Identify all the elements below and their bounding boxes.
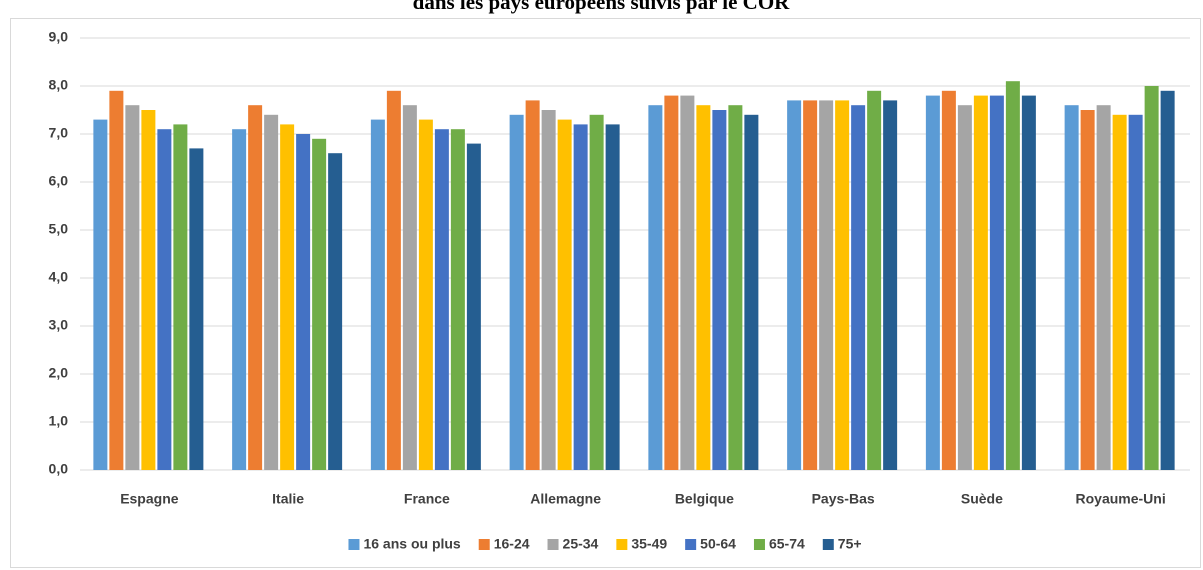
- bar: [883, 100, 898, 471]
- bar: [125, 105, 140, 470]
- y-tick-label: 6,0: [49, 173, 69, 189]
- legend-swatch: [753, 539, 765, 550]
- y-tick-label: 1,0: [49, 413, 69, 429]
- y-tick-label: 2,0: [49, 365, 69, 381]
- bar: [680, 95, 695, 470]
- x-tick-label: Allemagne: [530, 491, 601, 507]
- legend-label: 16-24: [494, 536, 530, 552]
- bar: [989, 95, 1004, 470]
- bar: [450, 129, 465, 470]
- bar: [1064, 105, 1079, 470]
- legend-label: 25-34: [563, 536, 599, 552]
- bar: [744, 114, 759, 471]
- bar: [1021, 95, 1036, 470]
- bar: [787, 100, 802, 471]
- bar: [696, 105, 711, 470]
- x-tick-label: Suède: [961, 491, 1003, 507]
- bar: [925, 95, 940, 470]
- bar: [1112, 114, 1127, 471]
- bar: [573, 124, 588, 471]
- legend-label: 35-49: [631, 536, 667, 552]
- bar: [264, 114, 279, 471]
- bar: [1005, 81, 1020, 470]
- bar: [386, 90, 401, 471]
- legend-label: 75+: [838, 536, 862, 552]
- bar: [541, 110, 556, 470]
- bar: [280, 124, 295, 471]
- y-tick-label: 5,0: [49, 221, 69, 237]
- bar: [664, 95, 679, 470]
- bar: [819, 100, 834, 471]
- bar: [1144, 86, 1159, 470]
- bar: [973, 95, 988, 470]
- bar: [157, 129, 172, 470]
- bar: [867, 90, 882, 471]
- legend-swatch: [478, 539, 490, 550]
- bar: [370, 119, 385, 470]
- x-tick-label: Espagne: [120, 491, 179, 507]
- bar: [109, 90, 124, 471]
- y-tick-label: 9,0: [49, 29, 69, 45]
- bar: [296, 134, 311, 470]
- bar: [803, 100, 818, 471]
- bar: [173, 124, 188, 471]
- x-tick-label: France: [404, 491, 450, 507]
- chart-border: [10, 18, 1201, 568]
- legend-swatch: [685, 539, 697, 550]
- bar: [509, 114, 524, 471]
- bar: [648, 105, 663, 470]
- legend-swatch: [616, 539, 628, 550]
- bar: [248, 105, 263, 470]
- legend-label: 65-74: [769, 536, 805, 552]
- bar: [835, 100, 850, 471]
- bar: [466, 143, 481, 470]
- x-tick-label: Pays-Bas: [812, 491, 875, 507]
- bar: [1080, 110, 1095, 470]
- bar: [141, 110, 156, 470]
- chart-title: dans les pays européens suivis par le CO…: [413, 0, 791, 14]
- bar: [189, 148, 204, 470]
- y-tick-label: 8,0: [49, 77, 69, 93]
- bar: [605, 124, 620, 471]
- bar: [312, 138, 327, 471]
- bar: [232, 129, 247, 470]
- bar: [957, 105, 972, 470]
- x-tick-label: Royaume-Uni: [1076, 491, 1166, 507]
- x-tick-label: Belgique: [675, 491, 734, 507]
- bar: [418, 119, 433, 470]
- legend-swatch: [547, 539, 559, 550]
- legend-swatch: [348, 539, 360, 550]
- legend-label: 16 ans ou plus: [363, 536, 460, 552]
- y-tick-label: 3,0: [49, 317, 69, 333]
- legend-swatch: [822, 539, 834, 550]
- bar: [712, 110, 727, 470]
- bar: [557, 119, 572, 470]
- bar: [1128, 114, 1143, 471]
- y-tick-label: 4,0: [49, 269, 69, 285]
- bar: [1096, 105, 1111, 470]
- bar: [93, 119, 108, 470]
- bar: [589, 114, 604, 471]
- y-tick-label: 0,0: [49, 461, 69, 477]
- x-tick-label: Italie: [272, 491, 304, 507]
- bar: [328, 153, 343, 470]
- bar: [728, 105, 743, 470]
- bar: [402, 105, 417, 470]
- bar: [941, 90, 956, 471]
- y-tick-label: 7,0: [49, 125, 69, 141]
- legend-label: 50-64: [700, 536, 736, 552]
- bar: [851, 105, 866, 470]
- bar: [434, 129, 449, 470]
- bar: [525, 100, 540, 471]
- bar: [1160, 90, 1175, 471]
